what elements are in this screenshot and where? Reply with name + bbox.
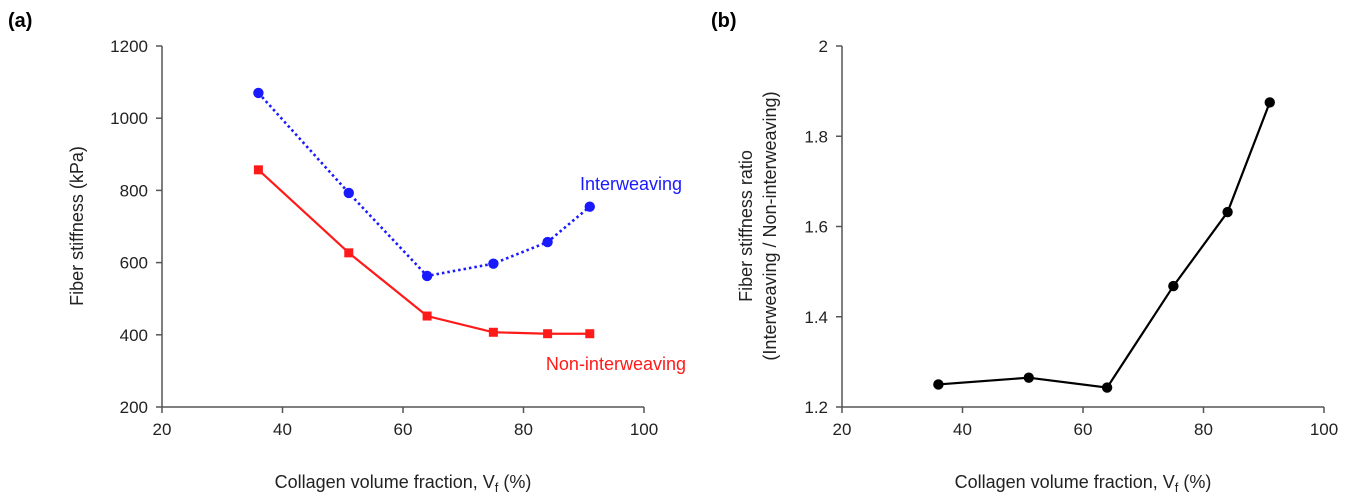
y-tick-label: 800: [120, 181, 148, 200]
series-0-point: [488, 258, 499, 269]
series-0-point: [1101, 382, 1113, 393]
x-tick-label: 100: [630, 420, 658, 439]
y-tick-label: 1.8: [804, 127, 828, 146]
y-tick-label: 1.6: [804, 218, 828, 237]
panel-a-series: [253, 87, 595, 339]
x-tick-label: 20: [833, 420, 852, 439]
series-1-point: [422, 311, 432, 321]
non-interweaving-label: Non-interweaving: [546, 354, 686, 374]
panel-b-ylabel: Fiber stiffness ratio: [736, 150, 756, 302]
panel-b: (b) 20 40 60 80 100 1.2 1.4 1.6 1.8 2 Fiber stiff…: [711, 10, 1338, 495]
panel-a-axes: [161, 46, 644, 408]
x-tick-label: 60: [394, 420, 413, 439]
y-tick-label: 1.4: [804, 308, 828, 327]
y-tick-label: 600: [120, 254, 148, 273]
series-0-point: [933, 379, 944, 390]
panel-b-ticks: 20 40 60 80 100 1.2 1.4 1.6 1.8 2: [804, 37, 1338, 439]
y-tick-label: 1000: [110, 109, 148, 128]
panel-a-ticks: 20 40 60 80 100 200 400 600 800 1000 1200: [110, 37, 658, 439]
panel-a-ylabel: Fiber stiffness (kPa): [67, 146, 87, 306]
y-tick-label: 200: [120, 398, 148, 417]
y-tick-label: 1.2: [804, 398, 828, 417]
series-0-point: [584, 201, 595, 212]
series-1-point: [585, 329, 595, 339]
series-0-point: [542, 236, 553, 248]
panel-b-ylabel-line2: (Interweaving / Non-interweaving): [760, 91, 780, 360]
panel-b-label: (b): [711, 10, 737, 32]
series-1-point: [344, 248, 354, 258]
y-tick-label: 400: [120, 326, 148, 345]
series-1-point: [543, 329, 553, 339]
series-0-line: [257, 92, 591, 278]
panel-a-label: (a): [8, 10, 32, 32]
x-tick-label: 100: [1310, 420, 1338, 439]
series-0-point: [421, 270, 433, 282]
x-tick-label: 40: [953, 420, 972, 439]
series-0-point: [343, 187, 354, 199]
series-0-point: [1023, 372, 1034, 383]
series-0-point: [1168, 280, 1179, 292]
x-tick-label: 80: [1194, 420, 1213, 439]
series-0-line: [938, 102, 1271, 389]
y-tick-label: 2: [819, 37, 828, 56]
y-tick-label: 1200: [110, 37, 148, 56]
series-1-point: [253, 165, 263, 175]
panel-a-xlabel: Collagen volume fraction, Vf (%): [275, 472, 532, 495]
panel-a: (a) 20 40 60 80 100 200 400 600 800 1000 1200 Fibe…: [8, 10, 686, 495]
series-0-point: [1222, 206, 1233, 218]
x-tick-label: 60: [1074, 420, 1093, 439]
series-0-point: [253, 87, 264, 99]
series-1-point: [488, 327, 498, 337]
panel-b-series: [933, 97, 1275, 393]
interweaving-label: Interweaving: [580, 174, 682, 194]
panel-b-axes: [841, 46, 1324, 408]
series-0-point: [1264, 97, 1275, 108]
panel-b-xlabel: Collagen volume fraction, Vf (%): [955, 472, 1212, 495]
x-tick-label: 80: [514, 420, 533, 439]
series-1-line: [257, 169, 590, 335]
x-tick-label: 40: [273, 420, 292, 439]
x-tick-label: 20: [153, 420, 172, 439]
